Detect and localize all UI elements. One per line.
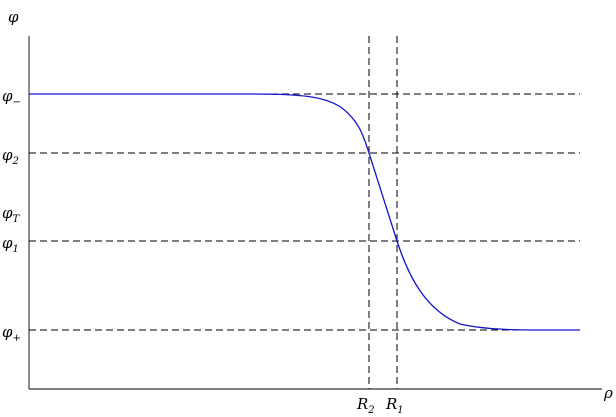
radius-label-r1: R1: [385, 395, 404, 416]
level-label-phi-1: φ1: [2, 234, 19, 255]
level-label-phi-plus: φ+: [2, 323, 21, 344]
radius-label-r2: R2: [356, 395, 375, 416]
level-label-phi-minus: φ−: [2, 87, 21, 108]
profile-curve: [29, 93, 581, 331]
level-label-phi-t: φT: [2, 204, 21, 225]
y-axis-label: φ: [8, 8, 19, 26]
level-label-phi-2: φ2: [2, 146, 19, 167]
x-axis-label: ρ: [603, 384, 613, 402]
